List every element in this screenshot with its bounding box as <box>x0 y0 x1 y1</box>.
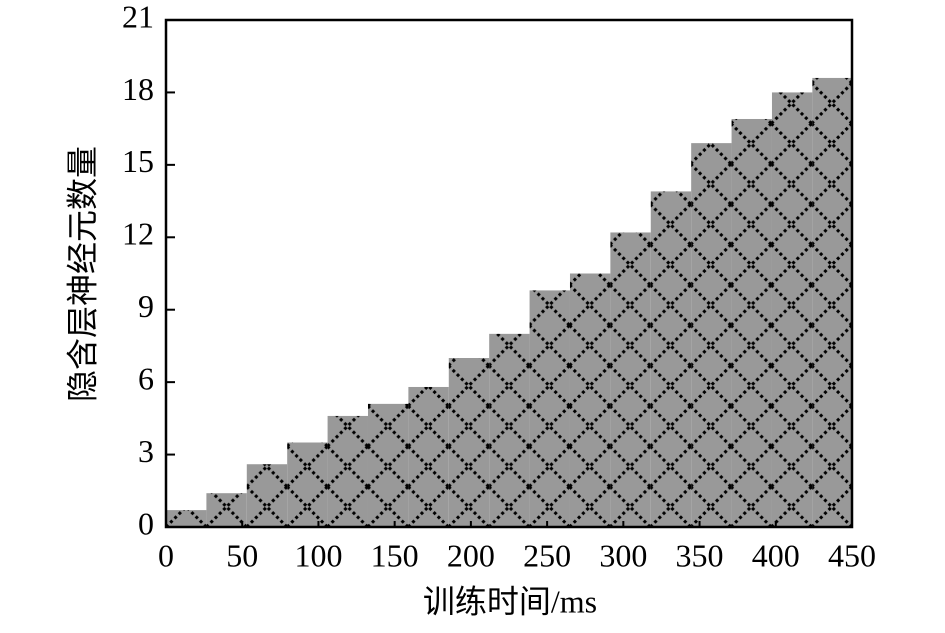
bar <box>367 403 409 527</box>
y-tick-label: 21 <box>122 0 154 34</box>
x-tick-label: 350 <box>676 537 724 573</box>
bar <box>731 118 772 527</box>
bar <box>569 273 611 527</box>
bar <box>650 191 692 527</box>
bar <box>771 92 813 527</box>
bar <box>246 464 288 527</box>
bar <box>529 290 570 527</box>
x-tick-label: 450 <box>828 537 876 573</box>
bar <box>408 386 449 527</box>
x-tick-label: 50 <box>226 537 258 573</box>
bar <box>448 358 490 527</box>
y-tick-label: 9 <box>138 288 154 324</box>
y-axis-label: 隐含层神经元数量 <box>64 146 100 402</box>
y-tick-label: 18 <box>122 71 154 107</box>
plot-frame <box>164 18 854 529</box>
y-tick-label: 6 <box>138 360 154 396</box>
x-tick-label: 100 <box>294 537 342 573</box>
x-axis-label: 训练时间/ms <box>423 583 597 619</box>
bar <box>327 415 368 527</box>
bar <box>691 143 732 527</box>
x-tick-label: 300 <box>599 537 647 573</box>
bar <box>287 442 328 527</box>
x-tick-label: 200 <box>447 537 495 573</box>
bar <box>489 333 530 527</box>
y-tick-label: 3 <box>138 433 154 469</box>
bar <box>812 77 852 527</box>
bar <box>206 493 247 527</box>
x-tick-label: 400 <box>752 537 800 573</box>
y-tick-label: 0 <box>138 505 154 541</box>
y-tick-label: 12 <box>122 216 154 252</box>
x-tick-label: 150 <box>371 537 419 573</box>
x-tick-label: 250 <box>523 537 571 573</box>
bar <box>166 510 207 527</box>
x-tick-label: 0 <box>158 537 174 573</box>
bar <box>610 232 651 527</box>
y-tick-label: 15 <box>122 143 154 179</box>
